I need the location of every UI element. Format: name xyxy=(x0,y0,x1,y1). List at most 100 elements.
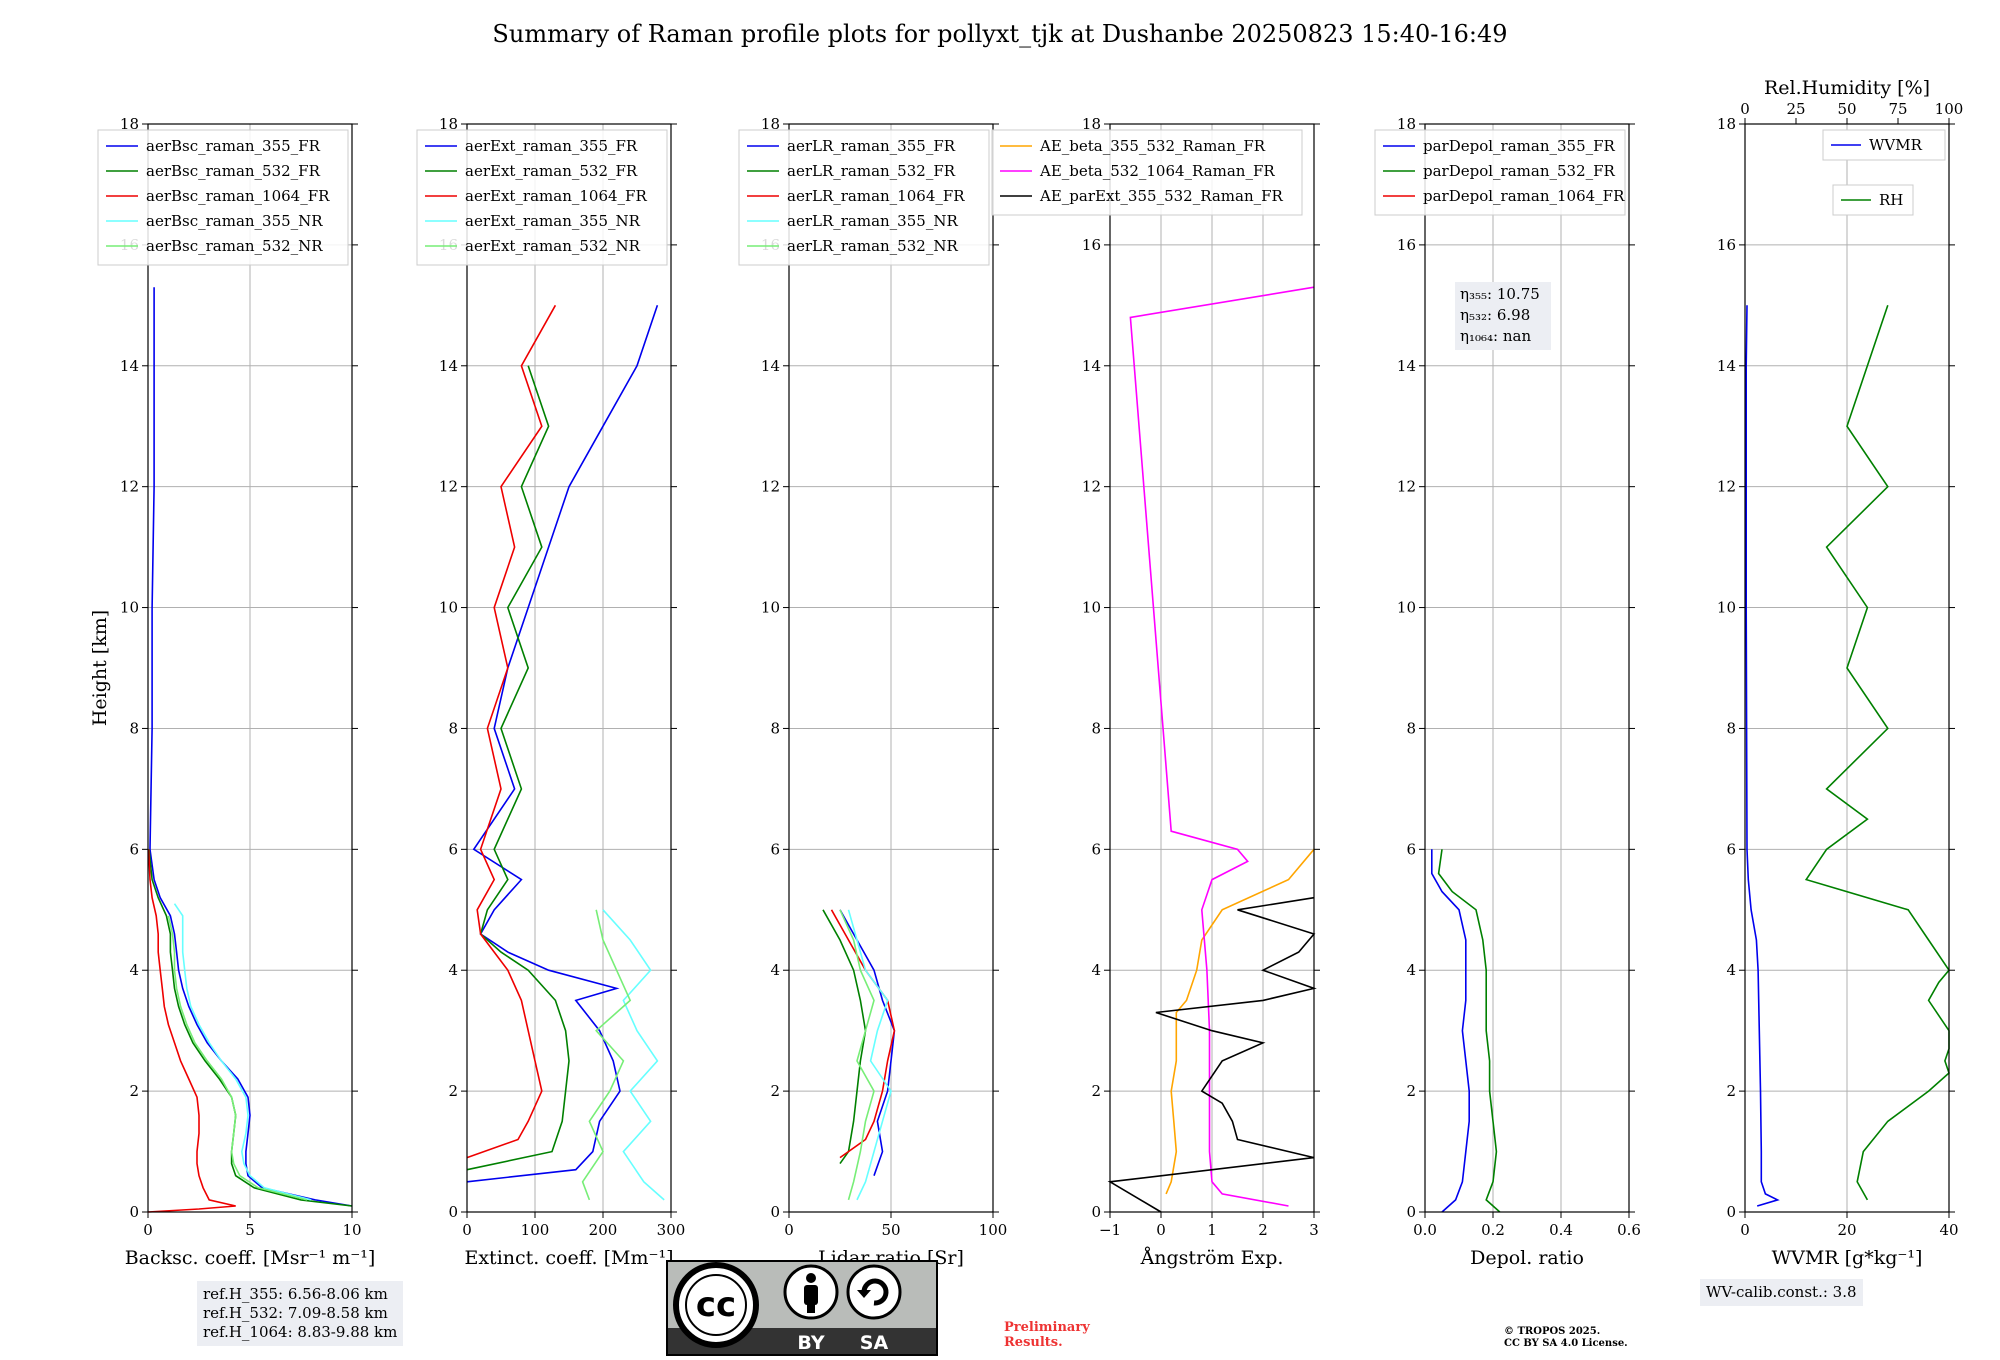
y-tick-label: 10 xyxy=(761,599,780,617)
x-tick-label: 40 xyxy=(1939,1221,1958,1239)
series-line-aerExt_raman_355_FR xyxy=(466,305,659,1183)
figure-title: Summary of Raman profile plots for polly… xyxy=(492,20,1508,48)
y-tick-label: 8 xyxy=(1091,719,1101,737)
series-line-AE_parExt_355_532_Raman_FR xyxy=(1107,896,1317,1213)
series-line-AE_beta_532_1064_Raman_FR xyxy=(1129,286,1315,1207)
y-tick-label: 4 xyxy=(770,961,780,979)
x-tick-label: 3 xyxy=(1309,1221,1319,1239)
x-axis-label: Backsc. coeff. [Msr⁻¹ m⁻¹] xyxy=(125,1247,376,1269)
legend-entry: aerLR_raman_532_NR xyxy=(787,237,958,255)
y-tick-label: 2 xyxy=(770,1082,780,1100)
legend-box xyxy=(416,129,668,266)
y-tick-label: 18 xyxy=(761,115,780,133)
y-tick-label: 6 xyxy=(448,840,458,858)
y-tick-label: 18 xyxy=(1082,115,1101,133)
x-tick-label: 200 xyxy=(589,1221,618,1239)
y-tick-label: 2 xyxy=(129,1082,139,1100)
series-line-aerBsc_raman_532_NR xyxy=(167,915,308,1201)
axes-frame xyxy=(1109,123,1315,1213)
x-tick-label: 10 xyxy=(342,1221,361,1239)
y-tick-label: 14 xyxy=(1082,357,1101,375)
x-tick-label: 100 xyxy=(979,1221,1008,1239)
legend-entry: aerExt_raman_532_FR xyxy=(465,162,638,180)
y-tick-label: 10 xyxy=(1082,599,1101,617)
y-tick-label: 6 xyxy=(1406,840,1416,858)
x-tick-label: 50 xyxy=(881,1221,900,1239)
x-tick-label: 0 xyxy=(1740,1221,1750,1239)
series-line-aerBsc_raman_532_FR xyxy=(148,849,353,1207)
series-line-aerExt_raman_532_FR xyxy=(466,365,570,1171)
y-tick-label: 6 xyxy=(129,840,139,858)
legend-entry: AE_parExt_355_532_Raman_FR xyxy=(1039,187,1284,205)
y-tick-label: 6 xyxy=(1726,840,1736,858)
series-line-AE_beta_355_532_Raman_FR xyxy=(1165,848,1315,1195)
annotation-text: η₁₀₆₄: nan xyxy=(1460,327,1531,345)
x-tick-label: 300 xyxy=(657,1221,686,1239)
y-tick-label: 0 xyxy=(129,1203,139,1221)
y-tick-label: 4 xyxy=(448,961,458,979)
y-tick-label: 12 xyxy=(1717,478,1736,496)
x-tick-label: 2 xyxy=(1258,1221,1268,1239)
x-tick-label: 0.4 xyxy=(1549,1221,1573,1239)
y-tick-label: 0 xyxy=(1406,1203,1416,1221)
by-label: BY xyxy=(797,1332,824,1354)
axes-frame xyxy=(1424,123,1630,1213)
x-tick-label: 5 xyxy=(245,1221,255,1239)
x2-tick-label: 50 xyxy=(1837,100,1856,118)
x2-tick-label: 100 xyxy=(1935,100,1964,118)
y-tick-label: 12 xyxy=(120,478,139,496)
legend-entry: parDepol_raman_355_FR xyxy=(1423,137,1616,155)
sa-icon xyxy=(846,1264,902,1320)
legend-entry: WVMR xyxy=(1869,136,1923,154)
x2-axis-label: Rel.Humidity [%] xyxy=(1764,77,1930,99)
legend-entry: parDepol_raman_532_FR xyxy=(1423,162,1616,180)
y-tick-label: 14 xyxy=(1397,357,1416,375)
legend-entry: aerBsc_raman_355_FR xyxy=(146,137,321,155)
x-tick-label: 20 xyxy=(1837,1221,1856,1239)
y-tick-label: 8 xyxy=(1726,719,1736,737)
y-tick-label: 14 xyxy=(1717,357,1736,375)
legend-entry: aerLR_raman_1064_FR xyxy=(787,187,965,205)
series-line-aerBsc_raman_1064_FR xyxy=(147,849,236,1213)
y-tick-label: 14 xyxy=(120,357,139,375)
legend-entry: aerLR_raman_532_FR xyxy=(787,162,956,180)
y-tick-label: 2 xyxy=(1091,1082,1101,1100)
y-tick-label: 4 xyxy=(1091,961,1101,979)
series-line-aerExt_raman_532_NR xyxy=(581,909,632,1201)
legend-entry: aerExt_raman_355_FR xyxy=(465,137,638,155)
axes-frame xyxy=(788,123,994,1213)
y-tick-label: 4 xyxy=(1406,961,1416,979)
y-tick-label: 14 xyxy=(439,357,458,375)
y-tick-label: 10 xyxy=(120,599,139,617)
x-tick-label: 0.2 xyxy=(1481,1221,1505,1239)
legend-entry: aerBsc_raman_1064_FR xyxy=(146,187,330,205)
series-line-aerLR_raman_355_FR xyxy=(839,909,896,1176)
reference-height-box: ref.H_355: 6.56-8.06 km ref.H_532: 7.09-… xyxy=(197,1281,404,1346)
y-axis-label: Height [km] xyxy=(89,610,111,726)
y-tick-label: 12 xyxy=(1397,478,1416,496)
x2-tick-label: 0 xyxy=(1740,100,1750,118)
legend-entry: AE_beta_532_1064_Raman_FR xyxy=(1039,162,1275,180)
y-tick-label: 18 xyxy=(1397,115,1416,133)
y-tick-label: 8 xyxy=(770,719,780,737)
series-line-aerExt_raman_355_NR xyxy=(602,909,665,1201)
y-tick-label: 4 xyxy=(1726,961,1736,979)
legend-entry: aerExt_raman_355_NR xyxy=(465,212,641,230)
x-tick-label: 100 xyxy=(521,1221,550,1239)
x-tick-label: 0.0 xyxy=(1413,1221,1437,1239)
series-line-parDepol_raman_355_FR xyxy=(1431,849,1470,1213)
copyright-line-2: CC BY SA 4.0 License. xyxy=(1504,1338,1628,1349)
y-tick-label: 16 xyxy=(1082,236,1101,254)
legend-entry: aerLR_raman_355_FR xyxy=(787,137,956,155)
copyright-line-1: © TROPOS 2025. xyxy=(1504,1326,1601,1337)
axes-frame xyxy=(147,123,353,1213)
y-tick-label: 12 xyxy=(761,478,780,496)
wv-calibration-box: WV-calib.const.: 3.8 xyxy=(1700,1279,1863,1306)
y-tick-label: 2 xyxy=(448,1082,458,1100)
x-axis-label: Ångström Exp. xyxy=(1140,1247,1284,1269)
y-tick-label: 0 xyxy=(770,1203,780,1221)
series-line-WVMR xyxy=(1745,305,1780,1207)
legend-entry: aerBsc_raman_532_NR xyxy=(146,237,323,255)
axes-frame xyxy=(466,123,672,1213)
